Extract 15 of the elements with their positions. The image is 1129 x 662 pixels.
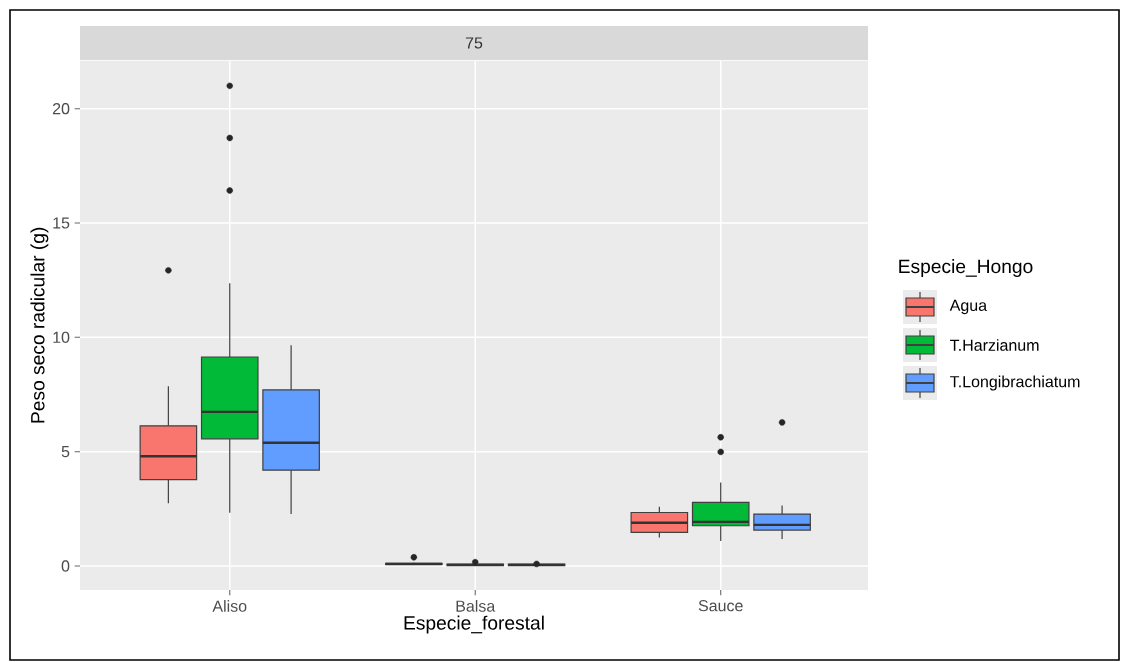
x-tick-label: Balsa [456, 600, 496, 612]
y-tick-label: 20 [52, 103, 70, 115]
y-axis-title: Peso seco radicular (g) [30, 227, 49, 423]
legend-label: T.Longibrachiatum [950, 375, 1080, 391]
legend-label: T.Harzianum [950, 339, 1039, 351]
chart-title: 75 [465, 37, 483, 49]
x-tick-label: Sauce [698, 600, 743, 612]
x-tick-label: Aliso [212, 600, 247, 612]
legend-title: Especie_Hongo [899, 259, 1033, 277]
y-tick-label: 10 [53, 331, 70, 343]
y-tick-label: 0 [61, 560, 70, 572]
x-axis-title: Especie_forestal [404, 615, 544, 634]
legend-label: Agua [949, 299, 988, 315]
y-tick-label: 15 [53, 217, 70, 229]
y-tick-label: 5 [61, 446, 70, 458]
